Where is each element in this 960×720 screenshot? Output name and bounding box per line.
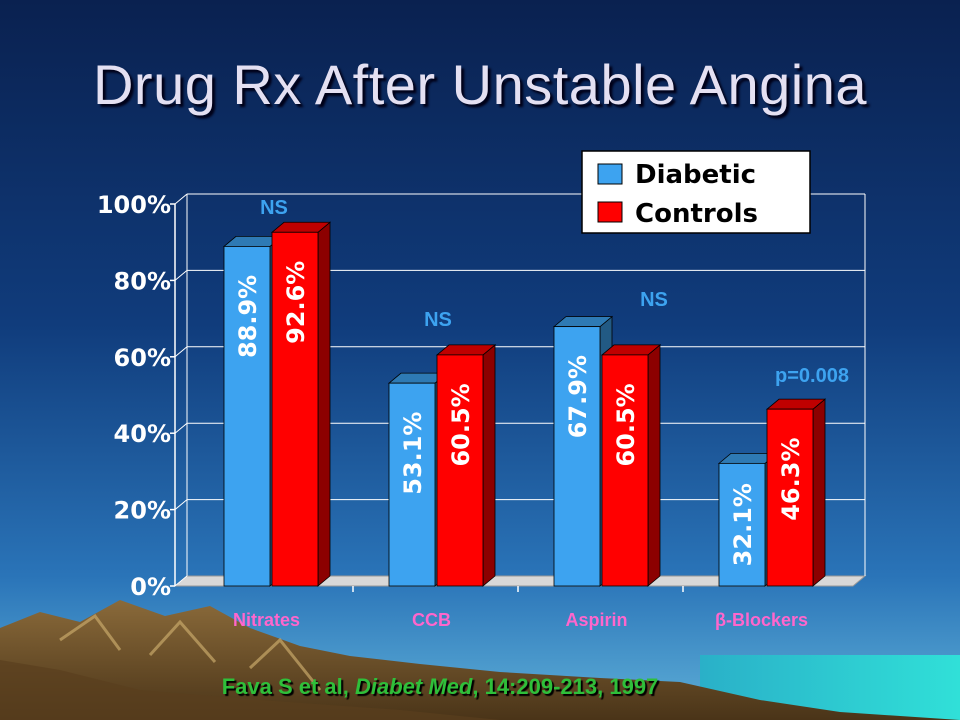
- bar-controls-1: [435, 344, 497, 587]
- y-tick-label: 20%: [114, 497, 171, 525]
- category-label: CCB: [412, 610, 451, 630]
- bar-value-label: 32.1%: [729, 483, 757, 566]
- bar-controls-3: [765, 398, 827, 587]
- legend-swatch-diabetic: [597, 163, 623, 185]
- bar-value-label: 92.6%: [282, 261, 310, 344]
- citation-journal: Diabet Med: [355, 674, 473, 699]
- category-label: Aspirin: [565, 610, 627, 630]
- gridline-side: [174, 193, 188, 205]
- bar-value-label: 88.9%: [234, 275, 262, 358]
- category-label: Nitrates: [233, 610, 300, 630]
- bar-controls-2: [600, 344, 662, 587]
- legend-label-diabetic: Diabetic: [635, 160, 756, 190]
- y-tick-label: 0%: [130, 573, 171, 601]
- gridline-side: [174, 346, 188, 358]
- slide-title: Drug Rx After Unstable Angina: [92, 53, 868, 116]
- y-tick-label: 100%: [97, 191, 171, 219]
- bar-controls-0: [270, 221, 332, 587]
- bar-value-label: 60.5%: [447, 383, 475, 466]
- legend-swatch-controls: [597, 201, 623, 223]
- citation-author: Fava S et al,: [221, 674, 355, 699]
- bar-value-label: 67.9%: [564, 355, 592, 438]
- citation: Fava S et al, Diabet Med, 14:209-213, 19…: [0, 674, 880, 700]
- y-tick-label: 80%: [114, 267, 171, 295]
- gridline-side: [174, 422, 188, 434]
- bar-value-label: 60.5%: [612, 383, 640, 466]
- significance-annotation: NS: [640, 289, 668, 311]
- legend-label-controls: Controls: [635, 199, 758, 229]
- category-label: β-Blockers: [715, 610, 808, 630]
- y-tick-label: 40%: [114, 420, 171, 448]
- gridline-side: [174, 270, 188, 281]
- gridline-side: [174, 499, 188, 510]
- bar-value-label: 53.1%: [399, 412, 427, 495]
- citation-rest: , 14:209-213, 1997: [472, 674, 659, 699]
- significance-annotation: NS: [260, 197, 288, 219]
- chart-legend: Diabetic Controls: [581, 150, 811, 234]
- gridline-side: [174, 575, 188, 587]
- y-tick-label: 60%: [114, 344, 171, 372]
- significance-annotation: p=0.008: [775, 365, 849, 387]
- mountain-silhouette: [0, 600, 960, 720]
- bar-value-label: 46.3%: [777, 438, 805, 521]
- significance-annotation: NS: [424, 309, 452, 331]
